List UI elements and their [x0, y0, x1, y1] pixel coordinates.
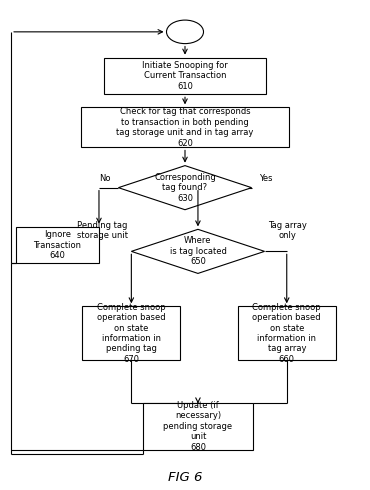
- FancyBboxPatch shape: [82, 306, 181, 360]
- Text: No: No: [100, 174, 111, 183]
- Polygon shape: [131, 229, 265, 273]
- Text: Ignore
Transaction
640: Ignore Transaction 640: [33, 230, 81, 260]
- FancyBboxPatch shape: [16, 226, 99, 264]
- Text: Complete snoop
operation based
on state
information in
pending tag
670: Complete snoop operation based on state …: [97, 303, 166, 364]
- Text: Corresponding
tag found?
630: Corresponding tag found? 630: [154, 173, 216, 202]
- FancyBboxPatch shape: [81, 107, 289, 147]
- FancyBboxPatch shape: [238, 306, 336, 360]
- Text: Where
is tag located
650: Where is tag located 650: [169, 237, 226, 266]
- Text: Update (if
necessary)
pending storage
unit
680: Update (if necessary) pending storage un…: [164, 401, 232, 452]
- Text: Complete snoop
operation based
on state
information in
tag array
660: Complete snoop operation based on state …: [252, 303, 321, 364]
- Text: Yes: Yes: [259, 174, 272, 183]
- Ellipse shape: [166, 20, 204, 44]
- FancyBboxPatch shape: [144, 403, 253, 450]
- Text: Initiate Snooping for
Current Transaction
610: Initiate Snooping for Current Transactio…: [142, 61, 228, 91]
- Polygon shape: [118, 166, 252, 210]
- Text: Pending tag
storage unit: Pending tag storage unit: [77, 221, 128, 241]
- Text: FIG 6: FIG 6: [168, 471, 202, 484]
- Text: Tag array
only: Tag array only: [268, 221, 307, 241]
- FancyBboxPatch shape: [104, 58, 266, 94]
- Text: Check for tag that corresponds
to transaction in both pending
tag storage unit a: Check for tag that corresponds to transa…: [116, 107, 254, 147]
